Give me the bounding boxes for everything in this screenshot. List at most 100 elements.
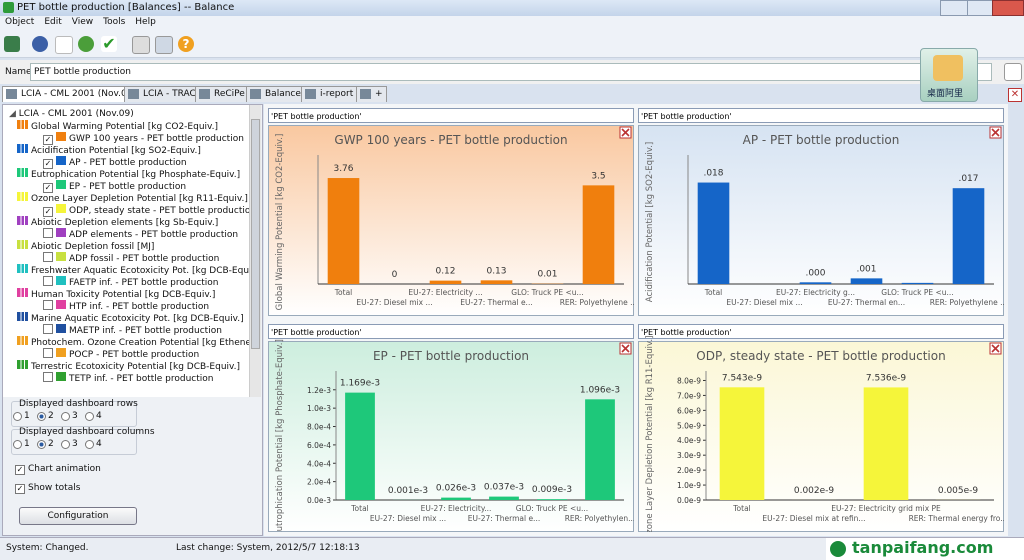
tab[interactable]: LCIA - TRACI <box>124 86 202 102</box>
y-tick-label: 5.0e-9 <box>677 421 701 430</box>
radio-label: 3 <box>72 411 78 421</box>
value-label: 3.5 <box>591 171 605 181</box>
search-icon[interactable] <box>32 36 48 52</box>
chart-background <box>639 126 1004 316</box>
chart-icon[interactable] <box>55 36 73 54</box>
radio-label: 2 <box>48 411 54 421</box>
value-label: .017 <box>958 174 978 184</box>
checkbox[interactable]: ✓ <box>15 484 25 494</box>
value-label: .018 <box>703 169 723 179</box>
x-tick-label: EU-27: Thermal en... <box>828 298 905 307</box>
toolbar: ✔ ? <box>0 31 1024 58</box>
chart-background <box>269 126 634 316</box>
value-label: 1.096e-3 <box>580 385 620 395</box>
y-axis-label: Eutrophication Potential [kg Phosphate-E… <box>275 339 285 532</box>
y-tick-label: 8.0e-4 <box>307 423 331 432</box>
maximize-button[interactable] <box>967 0 993 16</box>
minimize-button[interactable] <box>940 0 968 16</box>
value-label: 0.009e-3 <box>532 485 572 495</box>
value-label: 1.169e-3 <box>340 379 380 389</box>
bar <box>953 188 985 284</box>
y-tick-label: 3.0e-9 <box>677 451 701 460</box>
value-label: 7.536e-9 <box>866 373 907 383</box>
radio[interactable] <box>61 412 70 421</box>
y-tick-label: 6.0e-4 <box>307 441 331 450</box>
radio[interactable] <box>13 440 22 449</box>
value-label: 7.543e-9 <box>722 373 763 383</box>
breadcrumb: 'PET bottle production' <box>641 112 732 121</box>
bar <box>720 387 765 500</box>
option-label: Displayed dashboard columns <box>19 427 155 437</box>
radio[interactable] <box>85 412 94 421</box>
value-label: 3.76 <box>333 164 353 174</box>
chart-panel: 'PET bottle production'EP - PET bottle p… <box>268 324 634 532</box>
window-icon[interactable] <box>155 36 173 54</box>
close-button[interactable] <box>992 0 1024 16</box>
find-icon[interactable] <box>132 36 150 54</box>
bar <box>345 393 375 500</box>
value-label: 0.12 <box>435 267 455 277</box>
menu-item[interactable]: Edit <box>39 16 66 28</box>
name-value: PET bottle production <box>34 67 131 77</box>
y-tick-label: 4.0e-9 <box>677 436 701 445</box>
radio[interactable] <box>61 440 70 449</box>
tab[interactable]: + <box>356 86 387 102</box>
widget-icon <box>933 55 963 81</box>
tab-label: LCIA - CML 2001 (Nov.09) <box>21 89 136 99</box>
radio[interactable] <box>37 440 46 449</box>
x-tick-label: EU-27: Electricity... <box>421 504 492 513</box>
radio[interactable] <box>13 412 22 421</box>
checkbox[interactable]: ✓ <box>15 465 25 475</box>
status-bar: System: Changed. Last change: System, 20… <box>0 537 1024 560</box>
x-tick-label: EU-27: Electricity ... <box>408 288 482 297</box>
close-tab-button[interactable]: ✕ <box>1008 88 1022 102</box>
menu-item[interactable]: Help <box>130 16 161 28</box>
menu-item[interactable]: Tools <box>98 16 130 28</box>
bar <box>537 499 567 500</box>
title-bar: PET bottle production [Balances] -- Bala… <box>0 0 1024 16</box>
y-tick-label: 2.0e-9 <box>677 466 701 475</box>
value-label: 0.001e-3 <box>388 486 428 496</box>
menu-item[interactable]: Object <box>0 16 39 28</box>
radio-label: 1 <box>24 411 30 421</box>
help-icon[interactable]: ? <box>178 36 194 52</box>
bar <box>481 280 513 284</box>
check-icon[interactable]: ✔ <box>101 36 117 52</box>
x-tick-label: EU-27: Diesel mix ... <box>356 298 432 307</box>
name-field[interactable]: PET bottle production <box>30 63 992 81</box>
y-tick-label: 0.0e-9 <box>677 496 701 505</box>
tab-label: ReCiPe <box>214 89 245 99</box>
watermark: tanpaifang.com <box>826 538 1024 560</box>
radio[interactable] <box>37 412 46 421</box>
tab[interactable]: Balance <box>246 86 305 102</box>
tab[interactable]: i-report <box>301 86 357 102</box>
x-tick-label: EU-27: Diesel mix ... <box>370 514 446 523</box>
configuration-button[interactable]: Configuration <box>19 507 137 525</box>
tab[interactable]: LCIA - CML 2001 (Nov.09) <box>2 86 140 102</box>
menu-item[interactable]: View <box>67 16 98 28</box>
y-tick-label: 0.0e-3 <box>307 496 331 505</box>
save-icon[interactable] <box>4 36 20 52</box>
x-tick-label: EU-27: Electricity g... <box>776 288 855 297</box>
y-tick-label: 1.2e-3 <box>307 386 331 395</box>
chart-title: AP - PET bottle production <box>743 133 900 147</box>
value-label: 0 <box>392 270 398 280</box>
x-tick-label: EU-27: Thermal e... <box>460 298 532 307</box>
x-tick-label: RER: Polyethylene ... <box>930 298 1004 307</box>
tab-label: Balance <box>265 89 301 99</box>
query-icon[interactable] <box>78 36 94 52</box>
bar <box>800 282 832 284</box>
name-button[interactable] <box>1004 63 1022 81</box>
radio-label: 3 <box>72 439 78 449</box>
x-tick-label: GLO: Truck PE <u... <box>511 288 583 297</box>
name-row: Name PET bottle production <box>0 60 1024 84</box>
chart-title: ODP, steady state - PET bottle productio… <box>696 349 945 363</box>
radio-label: 4 <box>96 439 102 449</box>
tab-icon <box>250 89 261 99</box>
value-label: 0.01 <box>537 270 557 280</box>
bar <box>441 498 471 500</box>
tab[interactable]: ReCiPe <box>195 86 249 102</box>
radio[interactable] <box>85 440 94 449</box>
